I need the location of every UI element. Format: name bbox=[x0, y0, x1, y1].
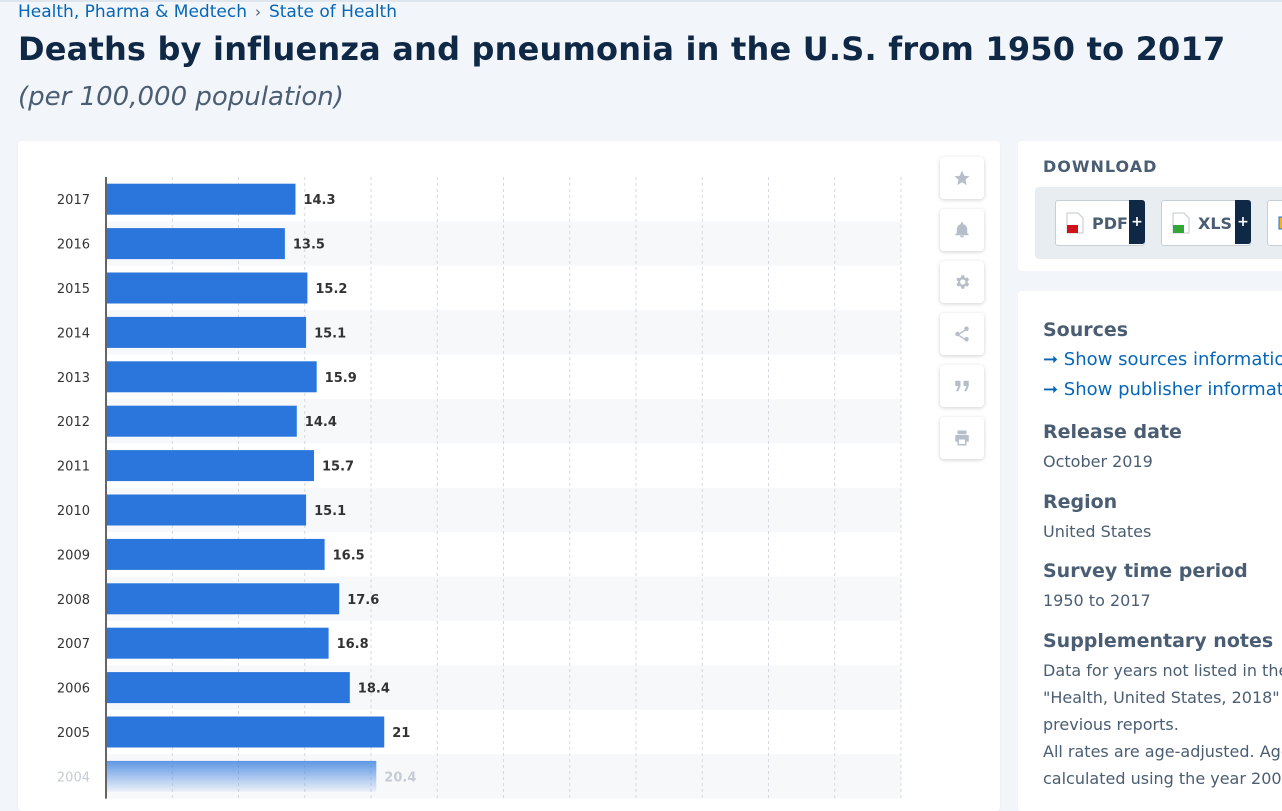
bell-icon bbox=[955, 222, 969, 238]
chart-card: 14.3 2017 13.5 2016 15.2 2015 15.1 2014 15.9 2013… bbox=[18, 141, 1000, 811]
cite-button[interactable] bbox=[940, 365, 984, 407]
y-tick-label: 2006 bbox=[57, 682, 90, 697]
release-date-heading: Release date bbox=[1043, 421, 1182, 443]
show-publisher-link[interactable]: ➞ Show publisher information bbox=[1043, 379, 1282, 400]
y-tick-label: 2009 bbox=[57, 548, 90, 563]
y-tick-label: 2011 bbox=[57, 460, 90, 475]
bar-value-label: 15.1 bbox=[314, 504, 346, 519]
bar-value-label: 15.9 bbox=[325, 371, 357, 386]
bar-value-label: 14.4 bbox=[305, 415, 337, 430]
bar-value-label: 13.5 bbox=[293, 238, 325, 253]
bar-chart: 14.3 2017 13.5 2016 15.2 2015 15.1 2014 15.9 2013… bbox=[57, 177, 902, 799]
show-sources-link[interactable]: ➞ Show sources information bbox=[1043, 349, 1282, 370]
y-tick-label: 2008 bbox=[57, 593, 90, 608]
print-button[interactable] bbox=[940, 417, 984, 459]
bar-value-label: 16.5 bbox=[333, 548, 365, 563]
bar bbox=[107, 450, 315, 482]
breadcrumb-separator: › bbox=[254, 3, 261, 21]
bar bbox=[107, 538, 325, 570]
bar bbox=[107, 583, 340, 615]
notes-line: "Health, United States, 2018" w bbox=[1043, 688, 1282, 707]
download-pdf-label: PDF bbox=[1092, 213, 1128, 233]
y-tick-label: 2016 bbox=[57, 238, 90, 253]
y-tick-label: 2010 bbox=[57, 504, 90, 519]
bar bbox=[107, 494, 307, 526]
bar bbox=[107, 316, 307, 348]
gear-icon bbox=[956, 275, 970, 289]
bar-value-label: 18.4 bbox=[358, 682, 390, 697]
bar-value-label: 14.3 bbox=[303, 193, 335, 208]
y-tick-label: 2012 bbox=[57, 415, 90, 430]
download-card: DOWNLOAD PDF + XLS + bbox=[1018, 141, 1282, 271]
bar-value-label: 15.1 bbox=[314, 326, 346, 341]
bar bbox=[107, 760, 377, 792]
bar-value-label: 20.4 bbox=[384, 770, 416, 785]
chart-toolbar bbox=[940, 157, 984, 469]
favorite-button[interactable] bbox=[940, 157, 984, 199]
download-pdf-button[interactable]: PDF + bbox=[1055, 200, 1145, 246]
xls-plus-icon: + bbox=[1235, 200, 1251, 244]
breadcrumb-topic[interactable]: State of Health bbox=[268, 2, 397, 22]
bar bbox=[107, 405, 297, 437]
download-image-button[interactable] bbox=[1267, 200, 1282, 246]
survey-period-value: 1950 to 2017 bbox=[1043, 591, 1151, 610]
y-tick-label: 2007 bbox=[57, 637, 90, 652]
notes-line: previous reports. bbox=[1043, 715, 1179, 734]
pdf-plus-icon: + bbox=[1129, 200, 1145, 244]
y-tick-label: 2015 bbox=[57, 282, 90, 297]
breadcrumb: Health, Pharma & Medtech › State of Health bbox=[18, 2, 397, 22]
bar bbox=[107, 228, 285, 260]
notes-line: All rates are age-adjusted. Age bbox=[1043, 742, 1282, 761]
y-tick-label: 2017 bbox=[57, 193, 90, 208]
bar-value-label: 16.8 bbox=[337, 637, 369, 652]
pdf-file-icon bbox=[1066, 212, 1084, 234]
bar-value-label: 21 bbox=[392, 726, 410, 741]
quote-icon bbox=[955, 380, 969, 392]
breadcrumb-category[interactable]: Health, Pharma & Medtech bbox=[18, 2, 247, 22]
page-title: Deaths by influenza and pneumonia in the… bbox=[18, 30, 1226, 68]
download-xls-label: XLS bbox=[1198, 213, 1233, 233]
star-icon bbox=[954, 170, 970, 186]
bar-value-label: 15.2 bbox=[315, 282, 347, 297]
supplementary-notes-heading: Supplementary notes bbox=[1043, 630, 1274, 652]
sources-heading: Sources bbox=[1043, 319, 1129, 341]
region-heading: Region bbox=[1043, 491, 1118, 513]
xls-file-icon bbox=[1172, 212, 1190, 234]
bar bbox=[107, 361, 317, 393]
print-icon bbox=[955, 430, 969, 446]
page-subtitle: (per 100,000 population) bbox=[18, 82, 344, 112]
bar-value-label: 15.7 bbox=[322, 460, 354, 475]
bar bbox=[107, 183, 296, 215]
settings-button[interactable] bbox=[940, 261, 984, 303]
image-file-icon bbox=[1278, 216, 1282, 230]
notification-button[interactable] bbox=[940, 209, 984, 251]
download-heading: DOWNLOAD bbox=[1043, 157, 1158, 176]
bar bbox=[107, 672, 350, 704]
y-tick-label: 2014 bbox=[57, 326, 90, 341]
y-tick-label: 2005 bbox=[57, 726, 90, 741]
survey-period-heading: Survey time period bbox=[1043, 560, 1248, 582]
y-tick-label: 2004 bbox=[57, 770, 90, 785]
region-value: United States bbox=[1043, 522, 1152, 541]
bar bbox=[107, 272, 308, 304]
bar bbox=[107, 716, 385, 748]
share-button[interactable] bbox=[940, 313, 984, 355]
notes-line: calculated using the year 2000 bbox=[1043, 769, 1282, 788]
download-xls-button[interactable]: XLS + bbox=[1161, 200, 1251, 246]
top-divider bbox=[0, 0, 1282, 2]
bar-value-label: 17.6 bbox=[347, 593, 379, 608]
statistic-details-card: Sources ➞ Show sources information ➞ Sho… bbox=[1018, 291, 1282, 811]
y-tick-label: 2013 bbox=[57, 371, 90, 386]
release-date-value: October 2019 bbox=[1043, 452, 1153, 471]
share-icon bbox=[955, 326, 969, 342]
notes-line: Data for years not listed in the bbox=[1043, 661, 1282, 680]
bar bbox=[107, 627, 329, 659]
download-strip: PDF + XLS + bbox=[1035, 187, 1282, 259]
